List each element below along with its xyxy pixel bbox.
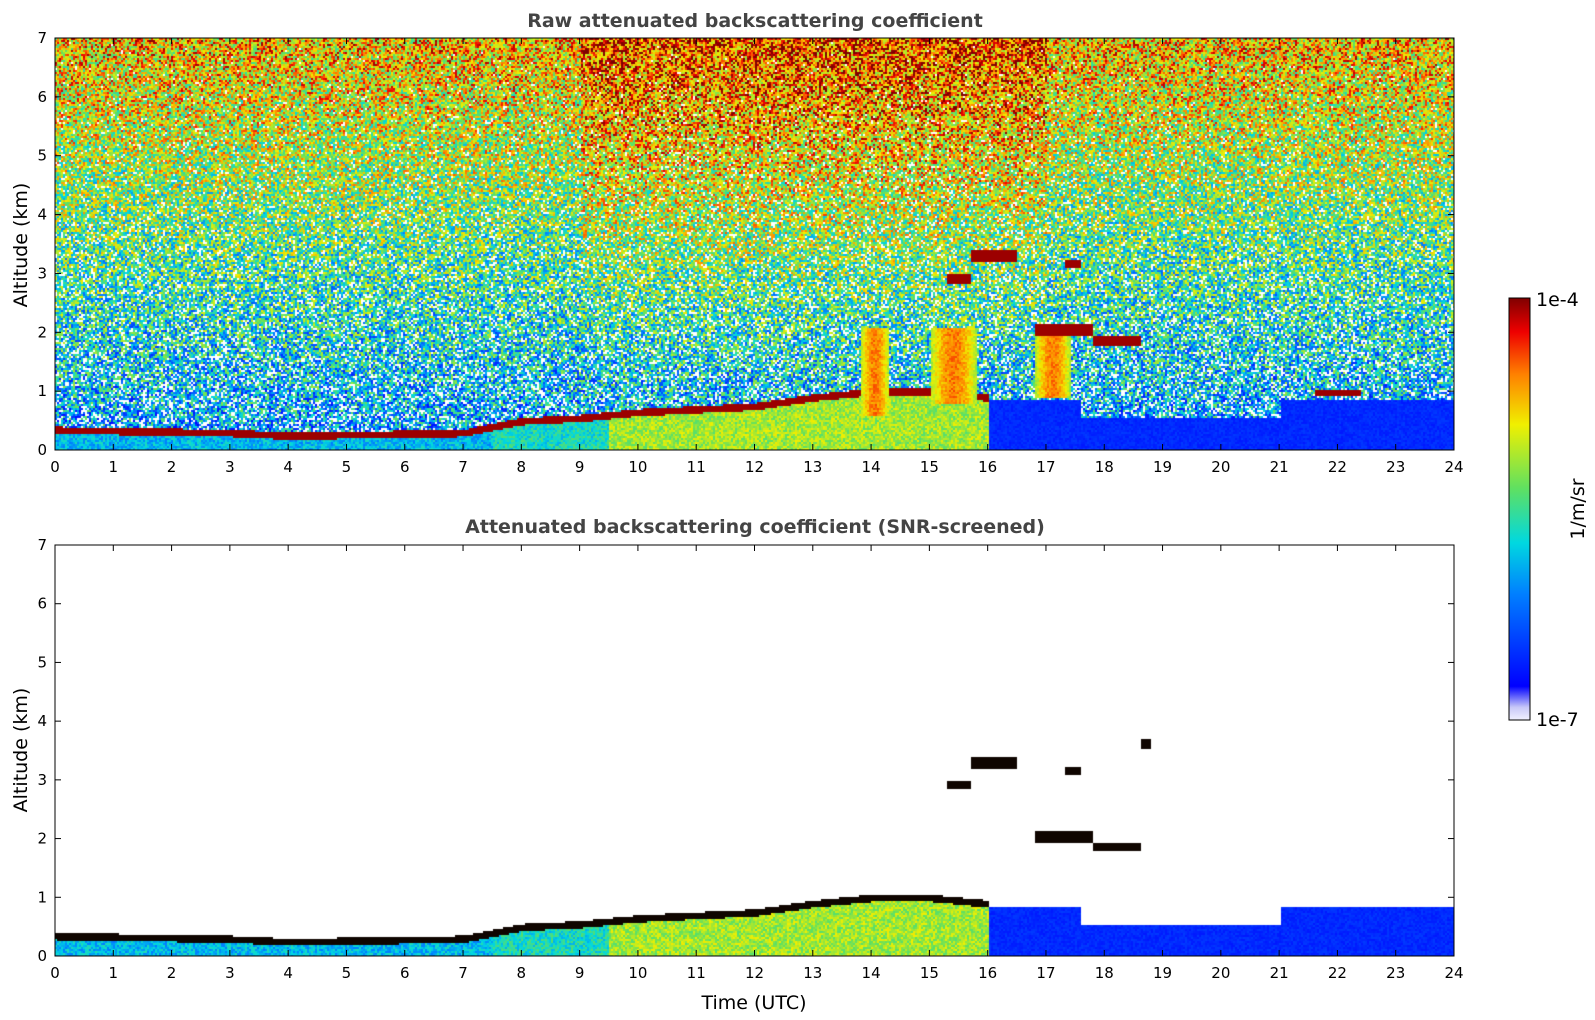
screened-x-tick-label: 6 <box>400 964 410 982</box>
raw-y-tick-label: 7 <box>37 29 47 47</box>
screened-y-tick-label: 1 <box>37 888 47 906</box>
screened-x-tick-label: 19 <box>1153 964 1172 982</box>
colorbar-min-label: 1e-7 <box>1536 709 1579 731</box>
screened-x-tick-label: 17 <box>1036 964 1055 982</box>
raw-x-tick-label: 18 <box>1095 458 1114 476</box>
screened-x-tick-label: 14 <box>862 964 881 982</box>
screened-x-tick-label: 4 <box>283 964 293 982</box>
raw-x-tick-label: 9 <box>575 458 585 476</box>
screened-backscatter-heatmap <box>55 545 1454 956</box>
screened-y-tick-label: 2 <box>37 830 47 848</box>
screened-x-tick-label: 5 <box>342 964 352 982</box>
screened-panel-y-axis-label: Altitude (km) <box>10 688 32 813</box>
screened-x-tick-label: 15 <box>920 964 939 982</box>
raw-y-tick-label: 3 <box>37 264 47 282</box>
raw-x-tick-label: 20 <box>1211 458 1230 476</box>
raw-x-tick-label: 24 <box>1444 458 1463 476</box>
raw-x-tick-label: 8 <box>517 458 527 476</box>
raw-panel-y-axis-label: Altitude (km) <box>10 183 32 308</box>
raw-x-tick-label: 14 <box>862 458 881 476</box>
screened-y-tick-label: 6 <box>37 595 47 613</box>
screened-x-tick-label: 10 <box>628 964 647 982</box>
raw-x-tick-label: 6 <box>400 458 410 476</box>
screened-panel-ticks: 0 1 2 3 4 5 6 7 8 9 10 11 12 13 14 15 16 17 18 19 20 21 22 23 24… <box>37 536 1463 982</box>
colorbar: 1e-4 1e-7 1/m/sr <box>1508 289 1589 731</box>
raw-x-tick-label: 11 <box>687 458 706 476</box>
raw-x-tick-label: 23 <box>1386 458 1405 476</box>
screened-x-tick-label: 16 <box>978 964 997 982</box>
x-axis-label: Time (UTC) <box>700 992 806 1014</box>
screened-y-tick-label: 5 <box>37 653 47 671</box>
screened-x-tick-label: 24 <box>1444 964 1463 982</box>
screened-x-tick-label: 7 <box>458 964 468 982</box>
screened-x-tick-label: 0 <box>50 964 60 982</box>
raw-x-tick-label: 3 <box>225 458 235 476</box>
screened-x-tick-label: 22 <box>1328 964 1347 982</box>
screened-x-tick-label: 21 <box>1270 964 1289 982</box>
raw-x-tick-label: 13 <box>803 458 822 476</box>
raw-x-tick-label: 22 <box>1328 458 1347 476</box>
raw-x-tick-label: 1 <box>109 458 119 476</box>
raw-panel-title: Raw attenuated backscattering coefficien… <box>527 10 983 32</box>
raw-x-tick-label: 10 <box>628 458 647 476</box>
raw-x-tick-label: 0 <box>50 458 60 476</box>
screened-y-tick-label: 4 <box>37 712 47 730</box>
screened-x-tick-label: 12 <box>745 964 764 982</box>
raw-x-tick-label: 16 <box>978 458 997 476</box>
screened-x-tick-label: 20 <box>1211 964 1230 982</box>
screened-panel-title: Attenuated backscattering coefficient (S… <box>465 516 1045 538</box>
screened-y-tick-label: 0 <box>37 947 47 965</box>
raw-x-tick-label: 4 <box>283 458 293 476</box>
raw-y-tick-label: 6 <box>37 88 47 106</box>
screened-x-tick-label: 8 <box>517 964 527 982</box>
screened-x-tick-label: 9 <box>575 964 585 982</box>
screened-x-tick-label: 3 <box>225 964 235 982</box>
screened-y-tick-label: 3 <box>37 771 47 789</box>
raw-x-tick-label: 2 <box>167 458 177 476</box>
raw-y-tick-label: 5 <box>37 147 47 165</box>
screened-x-tick-label: 18 <box>1095 964 1114 982</box>
raw-y-tick-label: 2 <box>37 323 47 341</box>
raw-x-tick-label: 5 <box>342 458 352 476</box>
screened-x-tick-label: 2 <box>167 964 177 982</box>
raw-x-tick-label: 21 <box>1270 458 1289 476</box>
screened-backscatter-panel: Attenuated backscattering coefficient (S… <box>10 516 1464 1014</box>
colorbar-gradient <box>1508 297 1531 721</box>
screened-x-tick-label: 23 <box>1386 964 1405 982</box>
raw-x-tick-label: 7 <box>458 458 468 476</box>
screened-y-tick-label: 7 <box>37 536 47 554</box>
screened-x-tick-label: 11 <box>687 964 706 982</box>
screened-x-tick-label: 13 <box>803 964 822 982</box>
raw-panel-ticks: 0 1 2 3 4 5 6 7 8 9 10 11 12 13 14 15 16 17 18 19 20 21 22 23 24… <box>37 29 1463 476</box>
raw-x-tick-label: 19 <box>1153 458 1172 476</box>
raw-x-tick-label: 15 <box>920 458 939 476</box>
colorbar-unit-label: 1/m/sr <box>1567 478 1589 539</box>
raw-x-tick-label: 17 <box>1036 458 1055 476</box>
raw-y-tick-label: 0 <box>37 441 47 459</box>
raw-backscatter-heatmap <box>55 38 1454 450</box>
raw-y-tick-label: 4 <box>37 206 47 224</box>
raw-x-tick-label: 12 <box>745 458 764 476</box>
raw-y-tick-label: 1 <box>37 382 47 400</box>
colorbar-max-label: 1e-4 <box>1536 289 1579 311</box>
raw-backscatter-panel: Raw attenuated backscattering coefficien… <box>10 10 1464 476</box>
screened-x-tick-label: 1 <box>109 964 119 982</box>
